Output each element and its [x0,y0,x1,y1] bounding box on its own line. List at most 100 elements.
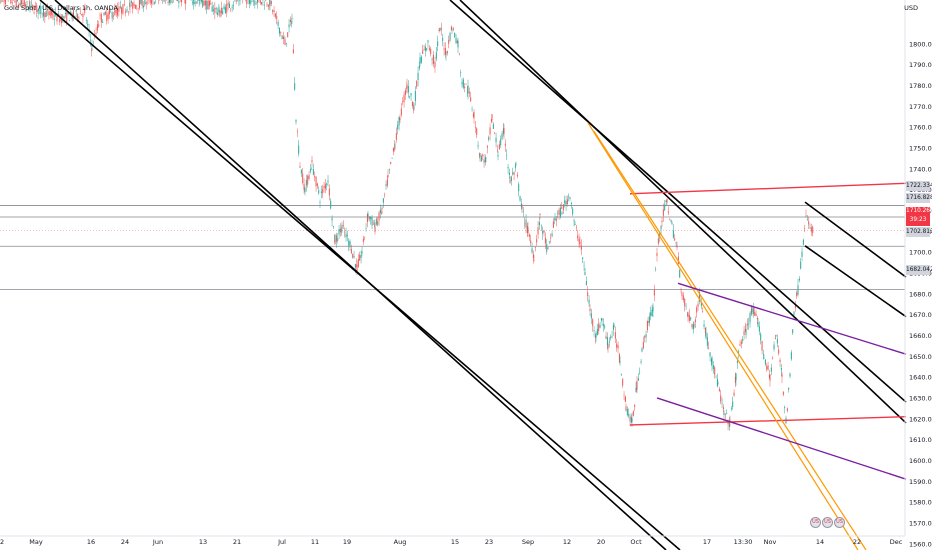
candle-body [594,336,596,338]
candle-body [601,318,603,321]
candle-body [144,0,146,5]
candle-body [33,12,35,14]
candle-body [532,254,534,259]
candle-body [302,173,304,184]
us-flag-icon[interactable]: US [822,517,833,528]
candle-body [486,146,488,148]
candle-body [51,11,53,15]
us-flag-icon[interactable]: US [810,517,821,528]
candle-body [482,154,484,156]
candle-body [782,391,784,395]
candle-body [736,361,738,363]
candle-body [620,374,622,375]
candle-body [204,0,206,6]
candle-body [427,40,429,43]
time-axis[interactable]: 2 May 16 24 Jun 13 21 Jul 11 19 Aug 15 23 Sep 12 20 Oct 1… [0,538,903,546]
candle-body [637,378,639,381]
candle-body [14,1,16,3]
candle-body [227,2,229,5]
candle-body [99,14,101,16]
candle-body [74,15,76,17]
candle-body [715,376,717,378]
candle-body [780,367,782,370]
candle-body [607,343,609,349]
trend-drawings[interactable] [39,0,907,550]
candle-body [359,254,361,261]
candle-body [756,317,758,319]
candle-body [17,0,19,2]
candle-body [45,11,47,17]
candle-body [479,153,481,157]
candle-body [386,179,388,186]
candle-body [452,28,454,30]
candle-body [702,311,704,312]
candle-body [308,174,310,180]
candle-body [614,332,616,339]
candle-body [411,101,413,107]
candle-body [222,10,224,15]
candle-body [636,381,638,390]
us-flag-icon[interactable]: US [834,517,845,528]
candle-body [690,317,692,320]
symbol-title[interactable]: Gold Spot / U.S. Dollars 1h, OANDA [4,4,118,12]
candle-body [762,353,764,355]
candle-body [280,32,282,34]
candle-body [52,13,54,18]
candle-body [149,0,151,3]
candle-body [34,5,36,9]
candle-body [374,227,376,232]
candle-body [740,341,742,345]
candle-body [465,83,467,85]
candle-body [430,48,432,55]
candle-body [348,240,350,246]
candle-body [277,21,279,26]
candle-body [89,39,91,41]
candle-body [253,0,254,2]
economic-events[interactable]: US US US [810,517,845,528]
candle-body [211,6,213,12]
candle-body [170,0,172,3]
candle-body [513,172,515,175]
candle-body [514,165,516,168]
candle-body [812,226,814,234]
candle-body [681,293,683,296]
candle-body [600,318,602,321]
currency-label[interactable]: USD [904,4,918,12]
candle-body [669,218,671,220]
candle-body [593,330,595,331]
candle-body [598,323,600,332]
candle-body [534,247,536,248]
candle-body [577,235,579,239]
candle-body [533,260,535,262]
price-tag-1716: 1716.828 [906,193,932,203]
candle-body [110,11,112,13]
candle-body [488,137,490,140]
candle-body [572,208,574,215]
candle-body [770,367,772,372]
candle-body [82,13,84,18]
candle-body [270,1,272,4]
candle-body [773,344,775,350]
candle-body [733,392,735,396]
candle-body [460,72,462,73]
candle-body [525,219,527,228]
candle-body [332,226,334,227]
candle-body [316,183,318,186]
candle-body [580,245,582,250]
candle-body [757,322,759,327]
candle-body [622,378,624,386]
candle-body [652,306,654,312]
candle-body [721,402,723,404]
candle-body [381,207,383,209]
candle-body [720,395,722,402]
candle-body [596,328,598,336]
candle-body [612,325,614,330]
candle-body [398,116,400,126]
candle-body [304,188,306,193]
candle-body [582,257,584,260]
candle-body [454,32,456,38]
candle-body [674,238,676,241]
candle-body [334,240,336,244]
